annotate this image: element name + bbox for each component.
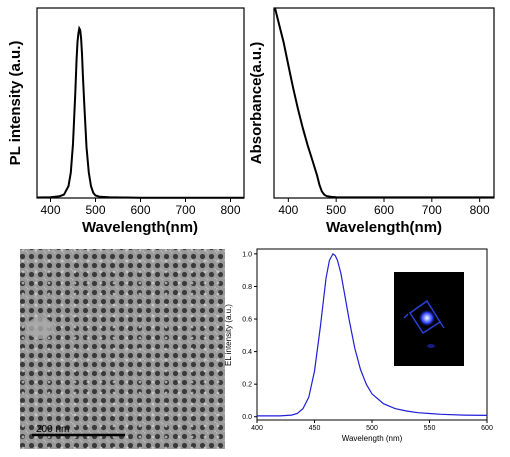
pl-x-tick-label: 600 bbox=[130, 203, 150, 217]
pl-x-tick-label: 500 bbox=[85, 203, 105, 217]
abs-x-tick-label: 400 bbox=[278, 203, 298, 217]
device-photo-inset bbox=[394, 272, 464, 366]
inset-reflection bbox=[427, 344, 435, 348]
pl-panel: 400 500 600 700 800 Wavelength(nm) PL intens… bbox=[7, 7, 245, 236]
el-x-tick-label: 600 bbox=[481, 425, 493, 432]
pl-x-axis-label: Wavelength(nm) bbox=[82, 219, 198, 236]
el-y-axis: 0.0 0.2 0.4 0.6 0.8 1.0 bbox=[242, 251, 257, 421]
pl-x-tick-label: 800 bbox=[220, 203, 240, 217]
el-y-tick-label: 1.0 bbox=[242, 251, 252, 258]
el-y-tick-label: 0.2 bbox=[242, 382, 252, 389]
el-x-tick-label: 550 bbox=[424, 425, 436, 432]
abs-x-axis: 400 500 600 700 800 bbox=[278, 198, 490, 217]
el-x-axis-label: Wavelength (nm) bbox=[342, 434, 403, 443]
abs-x-tick-label: 800 bbox=[470, 203, 490, 217]
abs-y-axis-label: Absorbance(a.u.) bbox=[248, 42, 265, 165]
inset-lead-right bbox=[439, 321, 445, 329]
pl-spectrum-line bbox=[36, 25, 244, 199]
inset-emission-spot bbox=[418, 309, 436, 327]
pl-x-tick-label: 400 bbox=[40, 203, 60, 217]
abs-x-tick-label: 500 bbox=[326, 203, 346, 217]
pl-x-axis: 400 500 600 700 800 bbox=[40, 198, 241, 217]
scale-bar-label: 200 nm bbox=[36, 424, 69, 435]
el-x-tick-label: 500 bbox=[366, 425, 378, 432]
absorbance-panel: 400 500 600 700 800 Wavelength(nm) Absorbanc… bbox=[248, 7, 495, 236]
abs-plot-frame bbox=[273, 7, 495, 199]
micrograph-panel: 200 nm bbox=[20, 249, 225, 449]
el-x-tick-label: 400 bbox=[251, 425, 263, 432]
el-y-tick-label: 0.8 bbox=[242, 284, 252, 291]
el-panel: 400 450 500 550 600 0.0 0.2 0.4 0.6 0.8 1.0 Wavel… bbox=[224, 248, 493, 443]
pl-plot-frame bbox=[36, 7, 245, 199]
el-x-axis: 400 450 500 550 600 bbox=[251, 420, 493, 432]
el-spectrum-line bbox=[257, 253, 488, 417]
abs-x-tick-label: 600 bbox=[374, 203, 394, 217]
abs-x-tick-label: 700 bbox=[422, 203, 442, 217]
pl-y-axis-label: PL intensity (a.u.) bbox=[7, 41, 24, 166]
absorbance-line bbox=[274, 7, 494, 199]
el-x-tick-label: 450 bbox=[309, 425, 321, 432]
micrograph-bright-spot bbox=[27, 317, 53, 339]
el-y-tick-label: 0.4 bbox=[242, 349, 252, 356]
el-y-tick-label: 0.0 bbox=[242, 414, 252, 421]
pl-x-tick-label: 700 bbox=[175, 203, 195, 217]
micrograph-texture bbox=[20, 249, 225, 449]
inset-lead-left bbox=[403, 313, 409, 319]
el-y-axis-label: EL intensity (a.u.) bbox=[224, 304, 233, 366]
abs-x-axis-label: Wavelength(nm) bbox=[326, 219, 442, 236]
el-y-tick-label: 0.6 bbox=[242, 317, 252, 324]
